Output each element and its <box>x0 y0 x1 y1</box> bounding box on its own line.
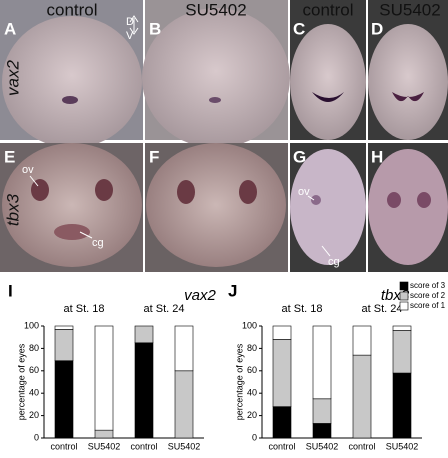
legend-label: score of 3 <box>410 281 446 290</box>
x-tick-label: SU5402 <box>306 441 339 451</box>
annotation: ov <box>298 186 310 198</box>
chart-title: vax2 <box>184 287 216 304</box>
bar-segment <box>272 406 292 439</box>
y-axis-label: percentage of eyes <box>234 343 244 420</box>
bar-segment <box>392 372 412 439</box>
pointer <box>307 195 315 201</box>
legend-label: score of 2 <box>410 291 446 300</box>
annotation: cg <box>328 256 340 268</box>
bar-segment <box>272 339 292 407</box>
header: control <box>46 0 97 19</box>
bar-segment <box>352 354 372 439</box>
x-tick-label: control <box>130 441 157 451</box>
pointer <box>29 175 39 187</box>
header: control <box>302 0 353 19</box>
x-tick-label: control <box>50 441 77 451</box>
gene-label: vax2 <box>3 60 22 96</box>
x-tick-label: control <box>268 441 295 451</box>
panel-letter: E <box>4 147 15 166</box>
gene-label: tbx3 <box>3 193 22 226</box>
photos <box>0 0 448 272</box>
panel-letter: D <box>371 19 383 38</box>
annotation: ov <box>22 164 34 176</box>
x-tick-label: control <box>348 441 375 451</box>
panel-letter: G <box>293 147 306 166</box>
legend-label: score of 1 <box>410 301 446 310</box>
y-tick-label: 80 <box>247 343 257 353</box>
y-tick-label: 20 <box>247 410 257 420</box>
panel-letter: F <box>149 147 159 166</box>
y-tick-label: 0 <box>252 432 257 442</box>
group-label: at St. 18 <box>282 303 323 315</box>
group-label: at St. 24 <box>144 303 185 315</box>
x-tick-label: SU5402 <box>168 441 201 451</box>
bar-segment <box>272 325 292 340</box>
panel-letter: J <box>228 281 237 300</box>
header: SU5402 <box>185 0 246 19</box>
panel-letter: H <box>371 147 383 166</box>
panel-letter: I <box>8 281 13 300</box>
bar-segment <box>54 360 74 439</box>
panel-letter: C <box>293 19 305 38</box>
bar-segment <box>352 325 372 356</box>
bar-segment <box>312 325 332 400</box>
y-tick-label: 0 <box>34 432 39 442</box>
bar-segment <box>392 325 412 331</box>
y-tick-label: 60 <box>247 365 257 375</box>
pointer <box>321 245 331 257</box>
group-label: at St. 18 <box>64 303 105 315</box>
bar-segment <box>174 370 194 439</box>
legend-swatch <box>399 291 409 301</box>
bar-segment <box>312 398 332 424</box>
y-tick-label: 100 <box>24 320 39 330</box>
bar-segment <box>134 325 154 344</box>
x-tick-label: SU5402 <box>88 441 121 451</box>
annotation: V <box>126 30 134 42</box>
bar-segment <box>134 342 154 439</box>
y-tick-label: 100 <box>242 320 257 330</box>
y-tick-label: 40 <box>247 388 257 398</box>
y-tick-label: 20 <box>29 410 39 420</box>
x-tick-label: SU5402 <box>386 441 419 451</box>
bar-segment <box>312 423 332 439</box>
bar-segment <box>174 325 194 372</box>
bar-segment <box>54 325 74 330</box>
arrow <box>129 15 139 35</box>
y-tick-label: 60 <box>29 365 39 375</box>
y-tick-label: 80 <box>29 343 39 353</box>
pointer <box>79 231 93 239</box>
y-tick-label: 40 <box>29 388 39 398</box>
panel-letter: A <box>4 19 16 38</box>
group-label: at St. 24 <box>362 303 403 315</box>
bar-segment <box>94 429 114 439</box>
y-axis-label: percentage of eyes <box>16 343 26 420</box>
annotation: D <box>126 16 134 28</box>
legend-swatch <box>399 301 409 311</box>
bar-segment <box>94 325 114 431</box>
header: SU5402 <box>379 0 440 19</box>
panel-letter: B <box>149 19 161 38</box>
annotation: cg <box>92 237 104 249</box>
legend-swatch <box>399 281 409 291</box>
bar-segment <box>392 330 412 374</box>
bar-segment <box>54 329 74 362</box>
